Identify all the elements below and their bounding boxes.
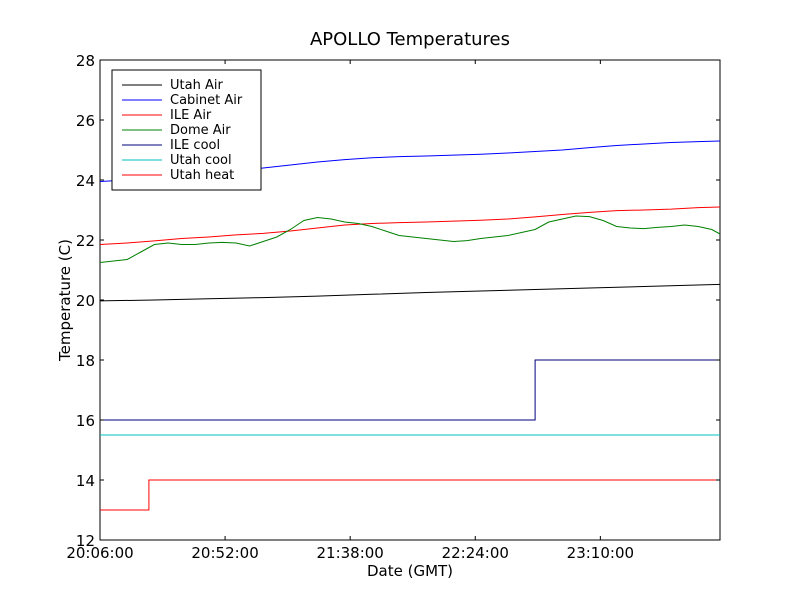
series-line-utah-air (99, 283, 721, 302)
series-line-ile-cool (100, 359, 720, 421)
legend-label: Cabinet Air (170, 93, 243, 108)
y-tick-label: 22 (76, 232, 95, 250)
y-tick-label: 16 (76, 412, 95, 430)
x-axis-label: Date (GMT) (367, 562, 453, 580)
y-tick-label: 20 (76, 292, 95, 310)
series-line-dome-air (99, 215, 721, 263)
x-tick-label: 21:38:00 (316, 544, 383, 562)
y-tick-label: 18 (76, 352, 95, 370)
y-axis-ticks: 12 14 16 18 20 22 24 26 28 (76, 52, 720, 550)
y-tick-label: 28 (76, 52, 95, 70)
legend-label: Dome Air (170, 123, 231, 138)
series-line-utah-heat (100, 479, 720, 511)
y-axis-label: Temperature (C) (56, 239, 74, 362)
y-tick-label: 24 (76, 172, 95, 190)
x-tick-label: 22:24:00 (442, 544, 509, 562)
y-tick-label: 26 (76, 112, 95, 130)
x-tick-label: 20:06:00 (66, 544, 133, 562)
chart-title: APOLLO Temperatures (310, 29, 510, 50)
legend-label: Utah Air (170, 78, 223, 93)
legend-label: Utah cool (170, 153, 232, 168)
x-tick-label: 23:10:00 (567, 544, 634, 562)
legend-label: ILE cool (170, 138, 220, 153)
x-tick-label: 20:52:00 (191, 544, 258, 562)
legend-label: Utah heat (170, 168, 234, 183)
x-axis-ticks: 20:06:00 20:52:00 21:38:00 22:24:00 23:10:00 (66, 60, 634, 562)
y-tick-label: 14 (76, 472, 95, 490)
series-line-ile-air (99, 206, 721, 245)
legend-label: ILE Air (170, 108, 212, 123)
y-tick-label: 12 (76, 532, 95, 550)
